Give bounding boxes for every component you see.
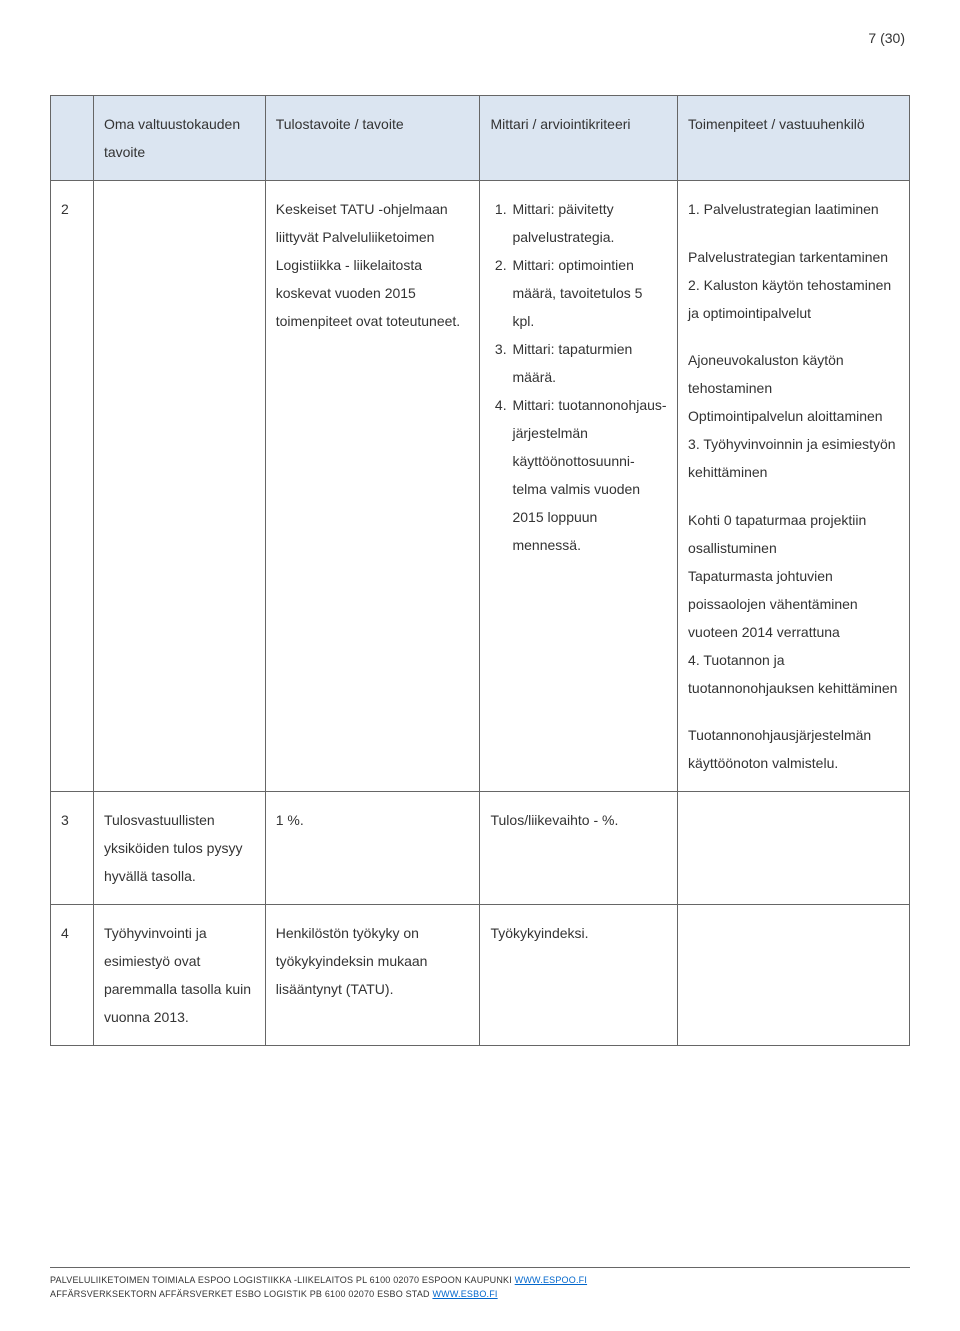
row4-col2: Henkilöstön työkyky on työkykyindeksin m… (265, 905, 480, 1046)
table-row: 4 Työhyvinvointi ja esimiestyö ovat pare… (51, 905, 910, 1046)
header-num (51, 96, 94, 181)
footer-link-esbo[interactable]: WWW.ESBO.FI (432, 1289, 497, 1299)
page-number: 7 (30) (868, 30, 905, 46)
footer-text: PALVELULIIKETOIMEN TOIMIALA ESPOO LOGIST… (50, 1275, 515, 1285)
row4-col3: Työkykyindeksi. (480, 905, 678, 1046)
row4-num: 4 (51, 905, 94, 1046)
main-table: Oma valtuustokauden tavoite Tulostavoite… (50, 95, 910, 1046)
list-item: Mittari: päivitetty palvelustrategia. (510, 195, 667, 251)
list-item: Mittari: optimointien määrä, tavoitetulo… (510, 251, 667, 335)
row2-col1 (93, 181, 265, 792)
row3-num: 3 (51, 792, 94, 905)
row4-col4 (678, 905, 910, 1046)
toimenpide-block: Ajoneuvokaluston käytön tehostaminen Opt… (688, 346, 899, 486)
row4-col1: Työhyvinvointi ja esimiestyö ovat paremm… (93, 905, 265, 1046)
page-footer: PALVELULIIKETOIMEN TOIMIALA ESPOO LOGIST… (50, 1267, 910, 1301)
row3-col2: 1 %. (265, 792, 480, 905)
list-item: Mittari: tuotannonohjaus-järjestelmän kä… (510, 391, 667, 559)
row2-num: 2 (51, 181, 94, 792)
header-toimenpiteet: Toimenpiteet / vastuuhenkilö (678, 96, 910, 181)
row2-col3: Mittari: päivitetty palvelustrategia. Mi… (480, 181, 678, 792)
table-header-row: Oma valtuustokauden tavoite Tulostavoite… (51, 96, 910, 181)
toimenpide-block: Tuotannonohjausjärjestelmän käyttöönoton… (688, 721, 899, 777)
row3-col3: Tulos/liikevaihto - %. (480, 792, 678, 905)
toimenpide-block: Kohti 0 tapaturmaa projektiin osallistum… (688, 506, 899, 702)
page-container: 7 (30) Oma valtuustokauden tavoite Tulos… (0, 0, 960, 1331)
table-row: 2 Keskeiset TATU -ohjelmaan liittyvät Pa… (51, 181, 910, 792)
header-mittari: Mittari / arviointikriteeri (480, 96, 678, 181)
footer-link-espoo[interactable]: WWW.ESPOO.FI (515, 1275, 587, 1285)
row2-col2: Keskeiset TATU -ohjelmaan liittyvät Palv… (265, 181, 480, 792)
row3-col1: Tulosvastuullisten yksiköiden tulos pysy… (93, 792, 265, 905)
header-tulostavoite: Tulostavoite / tavoite (265, 96, 480, 181)
header-oma: Oma valtuustokauden tavoite (93, 96, 265, 181)
footer-text: AFFÄRSVERKSEKTORN AFFÄRSVERKET ESBO LOGI… (50, 1289, 432, 1299)
footer-line-2: AFFÄRSVERKSEKTORN AFFÄRSVERKET ESBO LOGI… (50, 1288, 910, 1302)
mittari-list: Mittari: päivitetty palvelustrategia. Mi… (490, 195, 667, 559)
toimenpide-block: 1. Palvelustrategian laatiminen (688, 195, 899, 223)
toimenpide-block: Palvelustrategian tarkentaminen 2. Kalus… (688, 243, 899, 327)
row3-col4 (678, 792, 910, 905)
row2-col4: 1. Palvelustrategian laatiminen Palvelus… (678, 181, 910, 792)
footer-line-1: PALVELULIIKETOIMEN TOIMIALA ESPOO LOGIST… (50, 1274, 910, 1288)
table-row: 3 Tulosvastuullisten yksiköiden tulos py… (51, 792, 910, 905)
list-item: Mittari: tapaturmien määrä. (510, 335, 667, 391)
